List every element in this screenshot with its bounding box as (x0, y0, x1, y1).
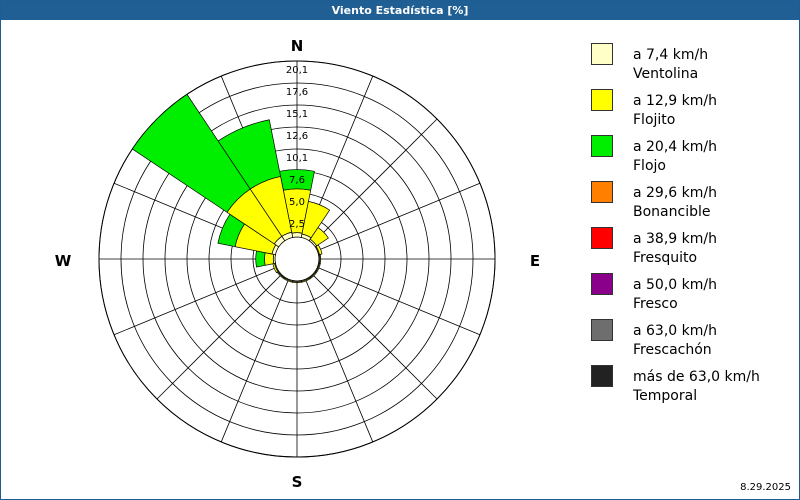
wedge-w-3 (255, 250, 266, 268)
compass-labels: N E S W (55, 37, 540, 491)
grid-spoke (317, 267, 481, 336)
wind-rose-chart: 2,5 5,0 7,6 10,1 12,6 15,1 17,6 20,1 N E S W (55, 37, 540, 491)
legend-swatch (591, 135, 613, 157)
legend-item: a 50,0 km/h Fresco (591, 271, 791, 317)
legend-swatch (591, 273, 613, 295)
radial-tick-labels: 2,5 5,0 7,6 10,1 12,6 15,1 17,6 20,1 (286, 65, 308, 230)
radial-tick-label: 12,6 (286, 131, 308, 142)
legend-speed-label: a 7,4 km/h (633, 47, 709, 63)
wedge-e-2 (319, 253, 322, 265)
grid-spoke (312, 274, 438, 400)
compass-label-s: S (292, 473, 303, 491)
footer-date: 8.29.2025 (740, 482, 791, 493)
legend-swatch (591, 319, 613, 341)
radial-tick-label: 15,1 (286, 109, 308, 120)
legend-swatch (591, 181, 613, 203)
compass-label-e: E (530, 252, 540, 270)
legend-item: a 38,9 km/h Fresquito (591, 225, 791, 271)
grid-spoke (312, 118, 438, 244)
legend-item: más de 63,0 km/h Temporal (591, 363, 791, 409)
wedge-n-3 (279, 169, 315, 191)
legend-item: a 29,6 km/h Bonancible (591, 179, 791, 225)
legend-item: a 12,9 km/h Flojito (591, 87, 791, 133)
wedge-nnw-3 (217, 119, 281, 190)
radial-tick-label: 7,6 (289, 175, 305, 186)
wedge-n-1 (291, 232, 303, 238)
legend-swatch (591, 365, 613, 387)
legend-speed-label: más de 63,0 km/h (633, 369, 760, 385)
wedge-s-2 (291, 281, 303, 284)
legend-swatch (591, 227, 613, 249)
radial-tick-label: 5,0 (289, 197, 305, 208)
window-title: Viento Estadística [%] (1, 1, 799, 20)
grid-spoke (113, 267, 277, 336)
grid-spoke (305, 279, 374, 443)
radial-tick-label: 20,1 (286, 65, 308, 76)
legend-speed-label: a 50,0 km/h (633, 277, 717, 293)
wind-wedges (131, 93, 331, 284)
legend-beaufort-label: Fresco (633, 296, 678, 312)
grid-spoke (156, 274, 282, 400)
legend-beaufort-label: Ventolina (633, 66, 699, 82)
legend-speed-label: a 20,4 km/h (633, 139, 717, 155)
radial-tick-label: 17,6 (286, 87, 308, 98)
legend-swatch (591, 43, 613, 65)
legend-speed-label: a 38,9 km/h (633, 231, 717, 247)
legend-item: a 7,4 km/h Ventolina (591, 41, 791, 87)
legend-beaufort-label: Frescachón (633, 342, 712, 358)
legend-speed-label: a 63,0 km/h (633, 323, 717, 339)
legend-beaufort-label: Temporal (633, 388, 698, 404)
wedge-nw-3 (131, 93, 251, 213)
legend-speed-label: a 29,6 km/h (633, 185, 717, 201)
wedge-ne-2 (309, 227, 329, 247)
legend-speed-label: a 12,9 km/h (633, 93, 717, 109)
wedge-w-2 (264, 252, 275, 266)
legend-item: a 20,4 km/h Flojo (591, 133, 791, 179)
radial-tick-label: 10,1 (286, 153, 308, 164)
legend-swatch (591, 89, 613, 111)
legend-beaufort-label: Flojo (633, 158, 666, 174)
legend-beaufort-label: Bonancible (633, 204, 711, 220)
compass-label-n: N (291, 37, 304, 55)
grid-spoke (220, 279, 289, 443)
grid-spoke (317, 182, 481, 251)
radial-tick-label: 2,5 (289, 219, 305, 230)
legend-beaufort-label: Fresquito (633, 250, 698, 266)
chart-grid (98, 60, 496, 458)
wedge-nne-2 (301, 200, 331, 239)
legend-beaufort-label: Flojito (633, 112, 676, 128)
compass-label-w: W (55, 252, 72, 270)
wedge-ene-2 (315, 244, 323, 255)
legend-item: a 63,0 km/h Frescachón (591, 317, 791, 363)
legend: a 7,4 km/h Ventolina a 12,9 km/h Flojito a 2… (591, 41, 791, 409)
